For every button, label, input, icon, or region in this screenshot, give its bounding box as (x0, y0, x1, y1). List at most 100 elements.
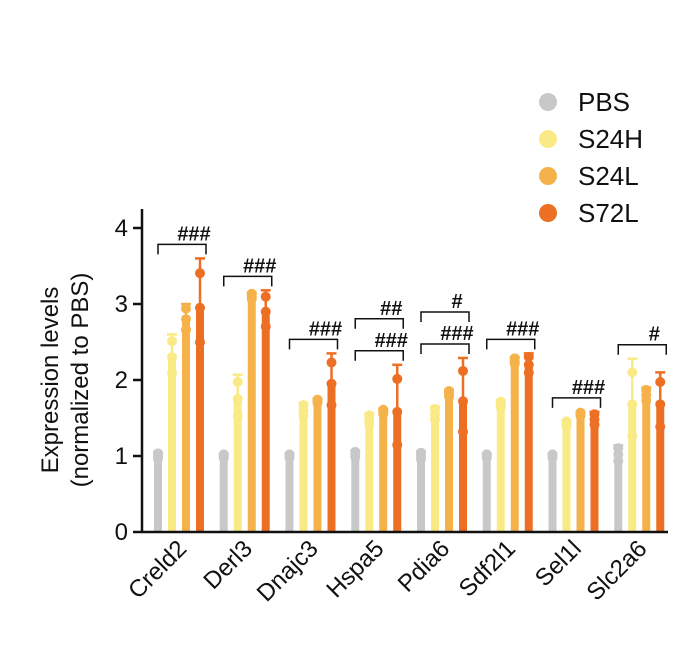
legend-label: S24H (578, 124, 643, 154)
data-point (246, 288, 257, 299)
bars-group (153, 257, 666, 532)
data-point (523, 351, 534, 362)
significance-label: ### (506, 318, 539, 340)
significance-bracket (288, 338, 339, 350)
bar (299, 410, 308, 532)
data-point (561, 416, 572, 427)
significance-bracket (354, 318, 404, 329)
bar (628, 404, 637, 532)
bar (154, 456, 162, 532)
data-point (458, 426, 468, 437)
significance-label: ### (572, 377, 605, 399)
data-point (312, 394, 323, 405)
data-point (326, 357, 337, 368)
significance-annotations: ######################### (157, 223, 667, 408)
data-point (181, 324, 191, 335)
data-point (298, 400, 309, 411)
bar (562, 424, 571, 532)
significance-label: ### (177, 223, 210, 245)
bar (614, 454, 623, 532)
x-tick-label: Sdf2l1 (454, 535, 521, 602)
y-axis-label-line1: Expression levels (37, 287, 64, 474)
data-point (416, 447, 426, 458)
significance-label: ### (243, 255, 276, 277)
bar (548, 456, 557, 532)
data-point (444, 386, 454, 397)
bar (313, 401, 322, 532)
x-tick-label: Derl3 (198, 535, 258, 595)
y-tick-label: 3 (115, 291, 128, 318)
data-point (589, 409, 600, 420)
bar (524, 364, 533, 532)
data-point (509, 353, 520, 364)
bar (168, 357, 176, 532)
data-point (655, 421, 666, 432)
significance-bracket (486, 338, 536, 350)
bar (656, 404, 665, 532)
data-point (260, 321, 271, 332)
significance-bracket (157, 243, 207, 255)
bar (417, 456, 425, 532)
significance-bracket (354, 350, 404, 361)
x-tick-label: Creld2 (123, 535, 192, 604)
significance-label: ### (440, 323, 473, 345)
significance-bracket (617, 343, 667, 355)
legend-label: S24L (578, 161, 639, 191)
bar (196, 307, 204, 532)
x-tick-label: Pdia6 (393, 535, 456, 598)
y-tick-label: 1 (115, 443, 128, 470)
data-point (641, 384, 652, 395)
data-point (547, 449, 558, 460)
bar (327, 383, 336, 532)
data-point (523, 359, 534, 370)
data-point (655, 399, 666, 410)
data-point (627, 399, 638, 410)
bar (219, 456, 228, 532)
data-point (627, 431, 638, 442)
x-tick-label: Slc2a6 (582, 535, 653, 606)
bar (379, 411, 388, 532)
data-point (181, 303, 191, 314)
data-point (181, 314, 191, 325)
data-point (167, 336, 177, 347)
data-point (326, 378, 337, 389)
significance-bracket (420, 343, 470, 354)
bar (247, 296, 256, 532)
data-point (284, 449, 295, 460)
legend-label: PBS (578, 87, 630, 117)
data-point (655, 376, 666, 387)
y-tick-label: 2 (115, 367, 128, 394)
y-axis-label-line2: (normalized to PBS) (67, 273, 94, 488)
bar (576, 414, 585, 532)
bar (182, 319, 190, 532)
significance-label: ## (380, 298, 402, 320)
data-point (167, 368, 177, 379)
data-point (195, 337, 205, 348)
data-point (613, 443, 624, 454)
bar (510, 361, 519, 532)
x-tick-label: Dnajc3 (252, 535, 324, 607)
bar (431, 414, 439, 532)
data-point (430, 403, 440, 414)
y-tick-label: 4 (115, 215, 128, 242)
data-point (392, 406, 403, 417)
legend-label: S72L (578, 198, 639, 228)
data-point (232, 376, 243, 387)
bar (261, 311, 270, 532)
legend-marker (539, 167, 557, 185)
data-point (153, 448, 163, 459)
data-point (232, 394, 243, 404)
chart-legend: PBS S24H S24L S72L (539, 87, 643, 228)
data-point (392, 373, 403, 384)
significance-bracket (551, 397, 602, 408)
significance-bracket (420, 311, 470, 322)
significance-bracket (223, 275, 273, 287)
bar (351, 454, 360, 532)
bar (482, 456, 491, 532)
significance-label: # (649, 324, 660, 346)
bar (496, 404, 505, 532)
x-tick-label: Sel1l (530, 535, 587, 592)
data-point (458, 365, 468, 376)
